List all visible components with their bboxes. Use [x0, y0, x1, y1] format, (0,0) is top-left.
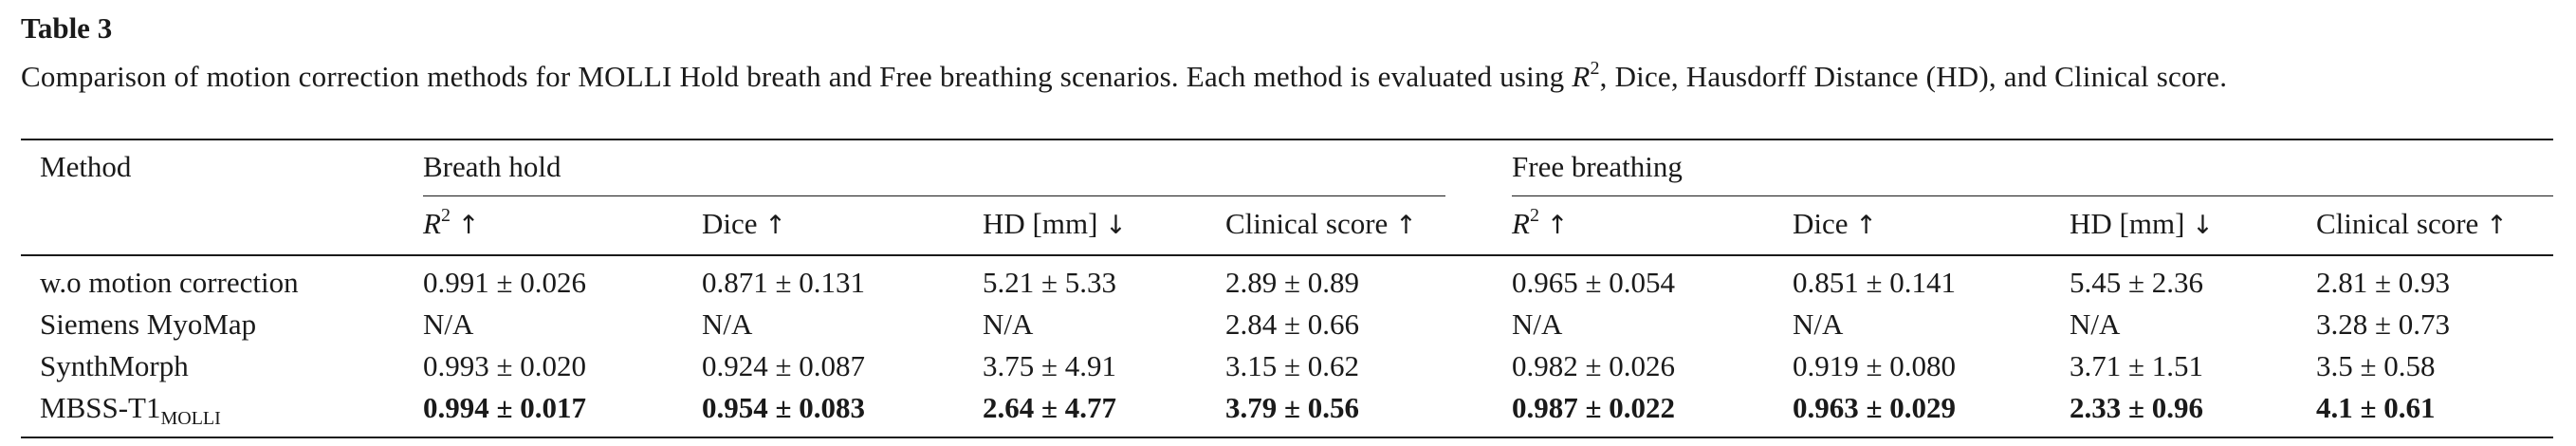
metric-name: Dice: [1793, 207, 1849, 240]
table-cell: 0.994 ± 0.017: [423, 391, 587, 424]
arrow-down-icon: ↓: [1105, 211, 1127, 240]
metric-name: R: [423, 207, 441, 240]
table-cell: 2.33 ± 0.96: [2070, 391, 2204, 424]
table-cell: 2.81 ± 0.93: [2316, 266, 2451, 299]
column-header-free-breathing-3: Clinical score ↑: [2316, 205, 2508, 245]
table-cell: 0.987 ± 0.022: [1512, 391, 1676, 424]
table-cell: N/A: [983, 307, 1034, 341]
caption-r-superscript: 2: [1590, 57, 1600, 79]
method-label: w.o motion correction: [40, 266, 299, 299]
table-cell: N/A: [1512, 307, 1563, 341]
metric-name: HD [mm]: [2070, 207, 2185, 240]
table-cell: N/A: [2070, 307, 2121, 341]
arrow-up-icon: ↑: [1546, 211, 1569, 240]
table-cell: 3.71 ± 1.51: [2070, 349, 2204, 382]
table-cell: 0.924 ± 0.087: [702, 349, 866, 382]
table-cell: 3.5 ± 0.58: [2316, 349, 2436, 382]
arrow-down-icon: ↓: [2192, 211, 2214, 240]
table-cell: 0.871 ± 0.131: [702, 266, 866, 299]
table-cell: 2.89 ± 0.89: [1225, 266, 1360, 299]
metric-superscript: 2: [440, 204, 451, 226]
row-method-name: SynthMorph: [40, 347, 189, 385]
column-header-breath-hold-1: Dice ↑: [702, 205, 786, 245]
caption-text-end: , Dice, Hausdorff Distance (HD), and Cli…: [1599, 60, 2228, 93]
table-cell: 0.993 ± 0.020: [423, 349, 587, 382]
arrow-up-icon: ↑: [1855, 211, 1877, 240]
metric-name: HD [mm]: [983, 207, 1098, 240]
column-header-free-breathing-1: Dice ↑: [1793, 205, 1877, 245]
arrow-up-icon: ↑: [457, 211, 480, 240]
caption-text-start: Comparison of motion correction methods …: [21, 60, 1573, 93]
table-bottom-rule: [21, 437, 2553, 438]
table-cell: 0.851 ± 0.141: [1793, 266, 1957, 299]
breath-hold-group-rule: [423, 195, 1445, 196]
column-header-method: Method: [40, 150, 132, 183]
method-subscript: MOLLI: [160, 408, 221, 430]
metric-name: Dice: [702, 207, 758, 240]
table-cell: 2.84 ± 0.66: [1225, 307, 1360, 341]
table-cell: 3.28 ± 0.73: [2316, 307, 2451, 341]
column-header-free-breathing-2: HD [mm] ↓: [2070, 205, 2214, 245]
table-cell: 0.965 ± 0.054: [1512, 266, 1676, 299]
arrow-up-icon: ↑: [2486, 211, 2508, 240]
method-label: MBSS-T1: [40, 391, 161, 424]
arrow-up-icon: ↑: [1395, 211, 1417, 240]
table-cell: 4.1 ± 0.61: [2316, 391, 2436, 424]
table-cell: 3.15 ± 0.62: [1225, 349, 1360, 382]
free-breathing-group-rule: [1512, 195, 2553, 196]
method-label: SynthMorph: [40, 349, 189, 382]
metric-name: Clinical score: [2316, 207, 2479, 240]
table-cell: 0.982 ± 0.026: [1512, 349, 1676, 382]
table-caption: Comparison of motion correction methods …: [21, 55, 2553, 99]
table-cell: 5.45 ± 2.36: [2070, 266, 2204, 299]
table-cell: N/A: [702, 307, 753, 341]
table-cell: 5.21 ± 5.33: [983, 266, 1117, 299]
table-label: Table 3: [21, 11, 113, 45]
table-cell: N/A: [423, 307, 474, 341]
table-cell: 2.64 ± 4.77: [983, 391, 1117, 424]
table-header-rule: [21, 254, 2553, 256]
arrow-up-icon: ↑: [764, 211, 786, 240]
row-method-name: MBSS-T1MOLLI: [40, 389, 221, 430]
table-cell: 3.75 ± 4.91: [983, 349, 1117, 382]
table-cell: N/A: [1793, 307, 1844, 341]
row-method-name: Siemens MyoMap: [40, 306, 256, 344]
column-header-breath-hold-0: R2 ↑: [423, 205, 479, 245]
group-header-free-breathing: Free breathing: [1512, 150, 1683, 183]
table-cell: 3.79 ± 0.56: [1225, 391, 1360, 424]
column-header-breath-hold-2: HD [mm] ↓: [983, 205, 1127, 245]
column-header-breath-hold-3: Clinical score ↑: [1225, 205, 1417, 245]
table-cell: 0.963 ± 0.029: [1793, 391, 1957, 424]
column-header-free-breathing-0: R2 ↑: [1512, 205, 1568, 245]
method-label: Siemens MyoMap: [40, 307, 257, 341]
row-method-name: w.o motion correction: [40, 264, 299, 302]
table-cell: 0.954 ± 0.083: [702, 391, 866, 424]
metric-name: R: [1512, 207, 1530, 240]
metric-superscript: 2: [1529, 204, 1539, 226]
caption-r-symbol: R: [1572, 60, 1591, 93]
group-header-breath-hold: Breath hold: [423, 150, 561, 183]
table-cell: 0.919 ± 0.080: [1793, 349, 1957, 382]
table-top-rule: [21, 139, 2553, 140]
table-cell: 0.991 ± 0.026: [423, 266, 587, 299]
metric-name: Clinical score: [1225, 207, 1389, 240]
